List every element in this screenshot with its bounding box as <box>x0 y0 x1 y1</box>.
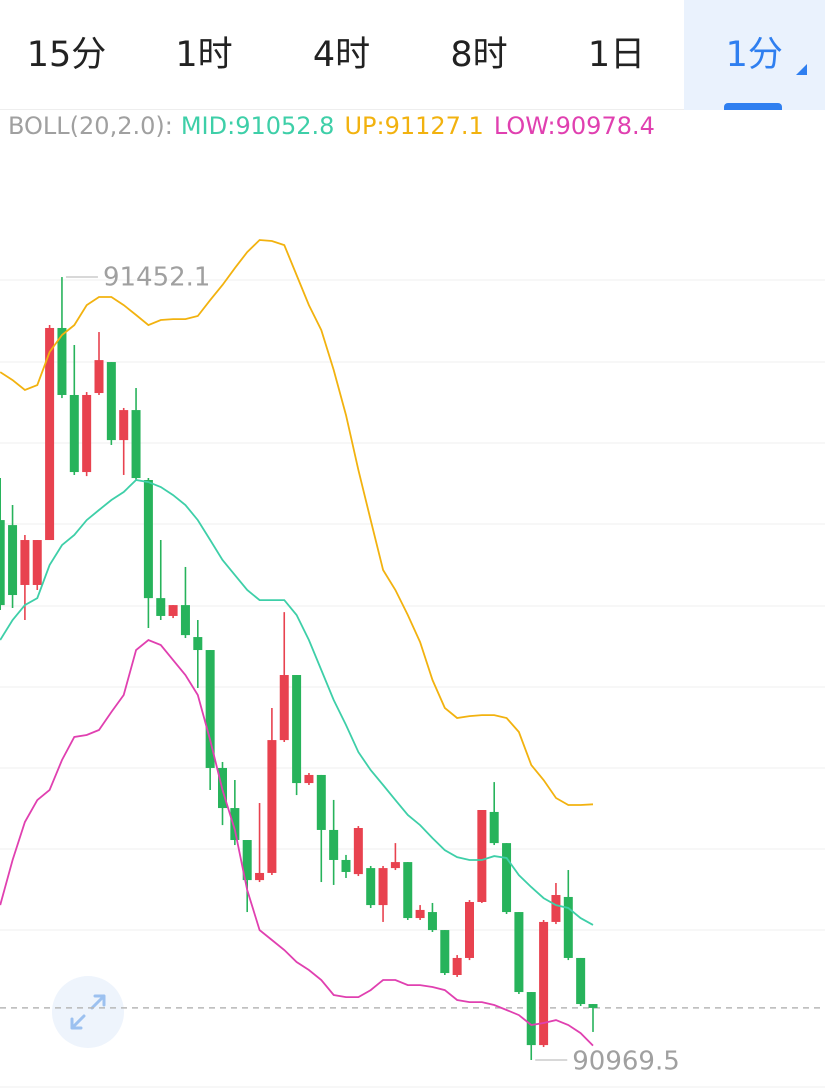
candle-body <box>168 605 178 616</box>
legend-value: 90978.4 <box>555 112 655 140</box>
candle-body <box>576 957 586 1005</box>
candle-body <box>353 828 363 875</box>
candle-body <box>452 957 462 975</box>
legend-name: MID: <box>180 112 236 140</box>
timeframe-tabs: 15分 1时 4时 8时 1日 1分 <box>0 0 825 110</box>
candle-body <box>390 862 400 869</box>
candle-body <box>304 774 314 784</box>
tab[interactable]: 15分 <box>0 0 133 110</box>
candle-body <box>477 810 487 902</box>
candle-body <box>205 650 215 768</box>
candle-body <box>588 1004 598 1008</box>
candle-body <box>193 637 203 651</box>
tab[interactable]: 8时 <box>413 0 546 110</box>
legend-value: 91052.8 <box>235 112 335 140</box>
boll-line <box>0 479 594 926</box>
candle-body <box>119 410 129 441</box>
candle-body <box>539 921 549 1046</box>
indicator-label: BOLL(20,2.0): <box>8 112 173 140</box>
candle-body <box>255 872 265 881</box>
max-label: 91452.1 <box>103 263 211 293</box>
candle-body <box>32 540 42 585</box>
candle-body <box>403 862 413 919</box>
candle-body <box>551 895 561 922</box>
legend-name: LOW: <box>493 112 556 140</box>
tab-label[interactable]: 1日 <box>587 34 646 75</box>
candle-body <box>143 480 153 599</box>
candle-body <box>415 909 425 919</box>
candle-body <box>45 327 55 541</box>
grid <box>0 279 825 1088</box>
boll-legend: BOLL(20,2.0): MID:91052.8 UP:91127.1 LOW:90… <box>8 112 655 140</box>
candle-body <box>131 410 141 479</box>
candle-body <box>526 992 536 1046</box>
candle-body <box>180 605 190 636</box>
candle-body <box>465 901 474 958</box>
tab-label[interactable]: 4时 <box>312 34 371 75</box>
zoom-button[interactable] <box>52 976 124 1048</box>
legend-value: 91127.1 <box>384 112 484 140</box>
candle-body <box>329 829 339 860</box>
boll-line <box>0 239 594 806</box>
tab[interactable]: 1分 <box>683 0 825 110</box>
candle-body <box>8 525 18 596</box>
candle-body <box>341 859 351 872</box>
candle-body <box>316 774 326 830</box>
candle-body <box>69 394 79 473</box>
candle-body <box>502 843 512 913</box>
tab[interactable]: 1时 <box>138 0 271 110</box>
candle-body <box>242 840 252 881</box>
candle-body <box>366 868 376 906</box>
candle-body <box>267 740 277 873</box>
candle-body <box>440 930 450 974</box>
candle-body <box>0 520 5 606</box>
candle-body <box>514 912 524 993</box>
candle-body <box>378 868 388 906</box>
candle-body <box>106 362 116 441</box>
candle-body <box>156 598 166 616</box>
candle-body <box>427 912 437 931</box>
legend-name: UP: <box>344 112 385 140</box>
tab-label[interactable]: 8时 <box>450 34 508 75</box>
candle-body <box>279 675 289 741</box>
candle-body <box>82 394 92 473</box>
candle-body <box>20 540 30 585</box>
tab[interactable]: 1日 <box>550 0 683 110</box>
tab-label[interactable]: 1分 <box>725 34 783 75</box>
candle-body <box>563 896 573 958</box>
dropdown-arrow <box>796 64 807 75</box>
candle-body <box>230 808 240 841</box>
tab-label[interactable]: 1时 <box>175 34 233 75</box>
candle-body <box>292 675 302 784</box>
active-indicator <box>723 103 782 110</box>
min-label: 90969.5 <box>572 1047 680 1077</box>
candle-body <box>489 811 499 844</box>
boll-line <box>0 638 594 1047</box>
candle-body <box>57 327 67 395</box>
tab-label[interactable]: 15分 <box>26 34 107 75</box>
tab[interactable]: 4时 <box>275 0 408 110</box>
candle-body <box>94 360 104 394</box>
